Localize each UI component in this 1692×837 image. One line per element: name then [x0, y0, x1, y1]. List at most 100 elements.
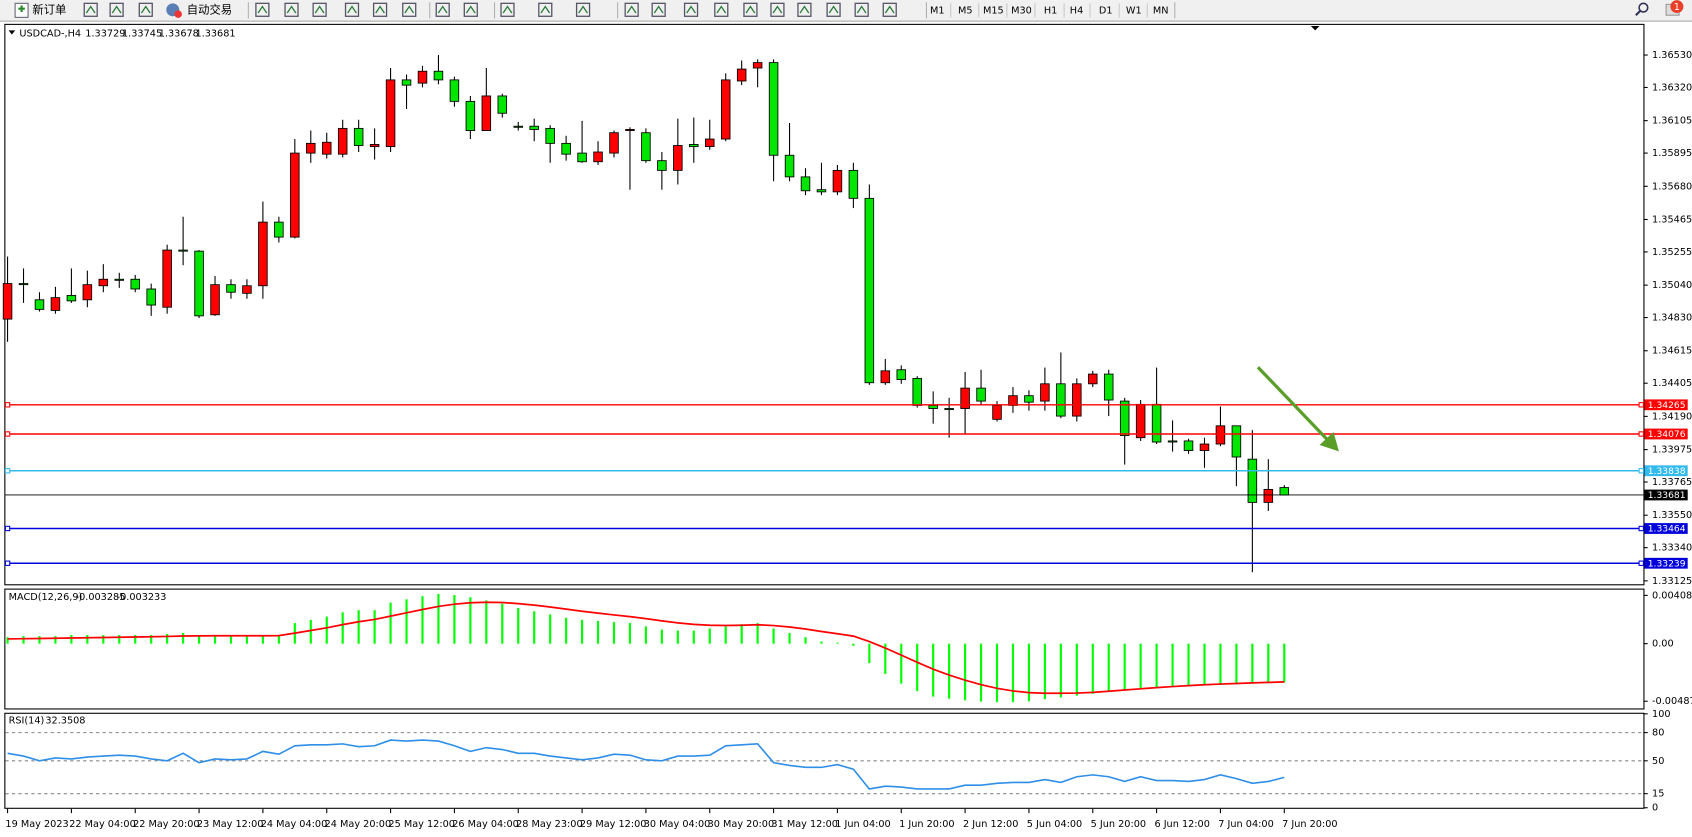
toolbar-button[interactable] — [312, 2, 327, 17]
macd-signal-value: -0.003233 — [117, 592, 167, 603]
x-tick-label: 2 Jun 12:00 — [963, 819, 1018, 830]
timeframe-button[interactable]: D1 — [1099, 5, 1113, 16]
candle-body — [1279, 487, 1290, 496]
toolbar-button[interactable] — [402, 2, 417, 17]
toolbar-button[interactable] — [826, 2, 841, 17]
timeframe-button[interactable]: W1 — [1126, 5, 1142, 16]
price-line-handle[interactable] — [4, 431, 11, 437]
x-tick-label: 7 Jun 20:00 — [1282, 819, 1337, 830]
timeframe-button[interactable]: M15 — [983, 5, 1004, 16]
icon — [716, 5, 727, 14]
candle-body — [928, 404, 938, 409]
price-line-handle[interactable] — [1638, 525, 1644, 532]
candle-body — [1247, 458, 1258, 503]
toolbar-button[interactable] — [372, 2, 388, 17]
toolbar-button[interactable] — [435, 2, 450, 17]
toolbar-label: 自动交易 — [187, 2, 232, 16]
candle-body — [529, 125, 539, 130]
toolbar-button[interactable] — [109, 2, 124, 17]
candle-body — [497, 95, 508, 114]
candle-body — [864, 197, 875, 384]
candle-body — [720, 79, 731, 140]
candle-body — [784, 154, 795, 178]
price-tag — [1644, 399, 1688, 411]
timeframe-button[interactable]: M1 — [930, 5, 945, 16]
price-tag-label: 1.33239 — [1648, 558, 1686, 569]
candle-body — [401, 79, 412, 86]
symbol-menu-marker[interactable] — [8, 30, 16, 35]
candle-body — [625, 129, 635, 131]
icon — [111, 5, 122, 14]
toolbar-button[interactable] — [575, 2, 591, 17]
icon — [882, 2, 897, 17]
candle-body — [50, 297, 61, 311]
new-order-button[interactable]: 新订单 — [14, 2, 66, 18]
toolbar-button[interactable] — [284, 2, 299, 17]
toolbar-button[interactable] — [138, 2, 153, 17]
price-line-handle[interactable] — [4, 402, 11, 408]
y-tick-label: 1.35465 — [1652, 214, 1692, 225]
x-tick-label: 24 May 04:00 — [261, 819, 328, 830]
y-tick-label: 1.36320 — [1652, 82, 1692, 93]
toolbar-button[interactable] — [255, 2, 270, 17]
candle-body — [1135, 403, 1146, 439]
macd-hist-value: -0.003285 — [76, 592, 126, 603]
toolbar-button[interactable] — [797, 2, 812, 17]
toolbar-button[interactable] — [651, 2, 666, 17]
toolbar-button[interactable] — [770, 2, 785, 17]
y-tick-label: 1.35680 — [1652, 181, 1692, 192]
toolbar-button[interactable] — [624, 2, 639, 17]
icon — [404, 5, 415, 14]
icon — [797, 2, 812, 17]
price-line-handle[interactable] — [4, 560, 11, 566]
y-tick-label: 1.36105 — [1652, 116, 1692, 127]
price-line-handle[interactable] — [1638, 402, 1644, 408]
candle-body — [98, 278, 109, 287]
candle-body — [1008, 395, 1018, 406]
icon — [255, 2, 270, 17]
toolbar-button[interactable] — [538, 2, 553, 17]
icon — [83, 2, 98, 17]
toolbar-button[interactable] — [882, 2, 897, 17]
notifications-button[interactable]: 1 — [1665, 0, 1684, 16]
candle-body — [1024, 395, 1034, 403]
toolbar-button[interactable] — [500, 2, 515, 17]
toolbar-button[interactable] — [83, 2, 98, 17]
candle-body — [880, 370, 891, 384]
toolbar-button[interactable] — [854, 2, 869, 17]
timeframe-button[interactable]: M30 — [1011, 5, 1032, 16]
x-tick-label: 22 May 04:00 — [69, 819, 136, 830]
x-tick-label: 1 Jun 04:00 — [835, 819, 890, 830]
candle-body — [673, 145, 683, 171]
timeframe-button[interactable]: M5 — [958, 5, 973, 16]
price-tag — [1644, 523, 1688, 534]
toolbar-button[interactable] — [344, 2, 360, 17]
y-tick-label: 1.34830 — [1652, 313, 1692, 324]
price-line-handle[interactable] — [4, 468, 11, 474]
timeframe-button[interactable]: H1 — [1044, 5, 1057, 16]
toolbar-button[interactable] — [683, 2, 699, 17]
toolbar-button[interactable] — [463, 2, 478, 17]
icon — [653, 5, 664, 14]
candle-body — [545, 127, 555, 144]
header-high: 1.33745 — [122, 29, 162, 40]
timeframe-button[interactable]: MN — [1153, 5, 1169, 16]
price-line-handle[interactable] — [1638, 468, 1644, 474]
search-button[interactable] — [1635, 2, 1649, 16]
timeframe-button[interactable]: H4 — [1070, 5, 1083, 16]
price-line-handle[interactable] — [1638, 431, 1644, 437]
candle-body — [385, 79, 396, 148]
y-tick-label: 1.35895 — [1652, 148, 1692, 159]
toolbar-button[interactable] — [714, 2, 729, 17]
price-line-handle[interactable] — [1638, 560, 1644, 566]
price-tag-label: 1.34076 — [1648, 429, 1686, 440]
icon — [502, 5, 513, 14]
y-tick-label: 1.35040 — [1652, 280, 1692, 291]
price-line-handle[interactable] — [4, 525, 11, 532]
toolbar-button[interactable] — [743, 2, 758, 17]
auto-trading-button[interactable]: 自动交易 — [166, 2, 232, 18]
candle-body — [321, 141, 332, 155]
candle-body — [1215, 425, 1226, 445]
icon — [138, 2, 153, 17]
candle-body — [705, 138, 715, 148]
